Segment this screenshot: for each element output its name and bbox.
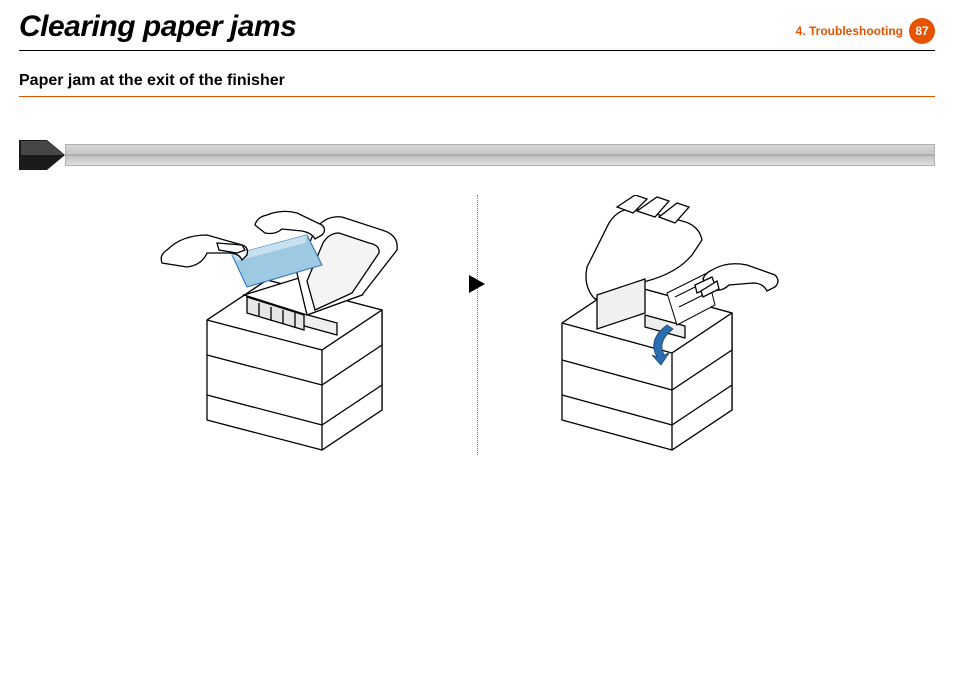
figure-right-svg bbox=[517, 195, 807, 455]
section-rule bbox=[19, 96, 935, 97]
step-bar bbox=[19, 140, 935, 170]
top-rule bbox=[19, 50, 935, 51]
chapter-box: 4. Troubleshooting 87 bbox=[796, 18, 935, 44]
gradient-bar bbox=[65, 144, 935, 166]
figure-area bbox=[19, 195, 935, 485]
figure-left bbox=[147, 195, 437, 455]
step-bar-arrow-icon bbox=[19, 140, 65, 170]
page: Clearing paper jams 4. Troubleshooting 8… bbox=[0, 0, 954, 675]
dotted-line bbox=[477, 195, 478, 455]
figure-left-svg bbox=[147, 195, 437, 455]
step-arrow-icon bbox=[469, 275, 485, 293]
section-title: Paper jam at the exit of the finisher bbox=[19, 72, 285, 90]
figure-right bbox=[517, 195, 807, 455]
page-number-badge: 87 bbox=[909, 18, 935, 44]
chapter-label: 4. Troubleshooting bbox=[796, 24, 903, 38]
header: Clearing paper jams 4. Troubleshooting 8… bbox=[19, 10, 935, 50]
figure-divider bbox=[437, 195, 517, 455]
page-title: Clearing paper jams bbox=[19, 10, 296, 43]
